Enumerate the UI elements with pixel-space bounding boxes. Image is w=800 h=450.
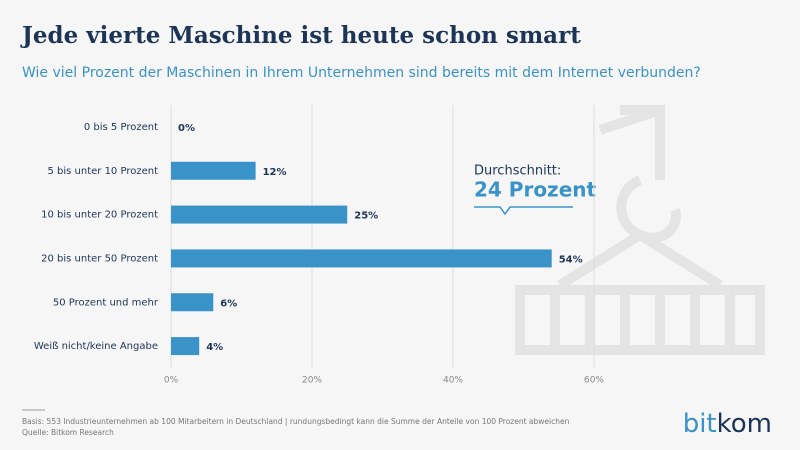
value-label: 0%: [178, 123, 195, 134]
y-tick-label: 10 bis unter 20 Prozent: [41, 210, 158, 221]
logo: bitkom: [683, 409, 772, 439]
value-label: 6%: [220, 298, 237, 309]
x-tick-label: 40%: [443, 376, 463, 386]
annotation-pointer: [474, 206, 573, 216]
bar: [171, 249, 552, 268]
y-tick-label: 0 bis 5 Prozent: [84, 122, 158, 133]
annotation-value: 24 Prozent: [474, 178, 597, 202]
chart-subtitle: Wie viel Prozent der Maschinen in Ihrem …: [22, 65, 701, 81]
x-tick-label: 60%: [584, 376, 604, 386]
logo-part: kom: [717, 409, 772, 439]
y-tick-label: 5 bis unter 10 Prozent: [47, 166, 158, 177]
value-label: 54%: [559, 254, 583, 265]
annotation-label: Durchschnitt:: [474, 164, 561, 179]
logo-part: bit: [683, 409, 717, 439]
bar: [171, 161, 256, 180]
chart-title: Jede vierte Maschine ist heute schon sma…: [20, 22, 581, 49]
footnote: Quelle: Bitkom Research: [22, 428, 114, 437]
plot: 0% 20% 40% 60% 0 bis 5 Prozent 0% 5 bis unter …: [34, 105, 604, 386]
bar: [171, 205, 348, 224]
y-tick-label: Weiß nicht/keine Angabe: [34, 341, 158, 352]
x-tick-label: 20%: [302, 376, 322, 386]
value-label: 12%: [263, 167, 287, 178]
value-label: 4%: [206, 342, 223, 353]
bar: [171, 293, 214, 312]
value-label: 25%: [354, 211, 378, 222]
bar: [171, 337, 200, 356]
y-tick-label: 50 Prozent und mehr: [53, 297, 159, 308]
background-crane: [515, 105, 765, 355]
footnote: Basis: 553 Industrieunternehmen ab 100 M…: [22, 417, 570, 426]
x-tick-label: 0%: [164, 376, 179, 386]
y-tick-label: 20 bis unter 50 Prozent: [41, 253, 158, 264]
